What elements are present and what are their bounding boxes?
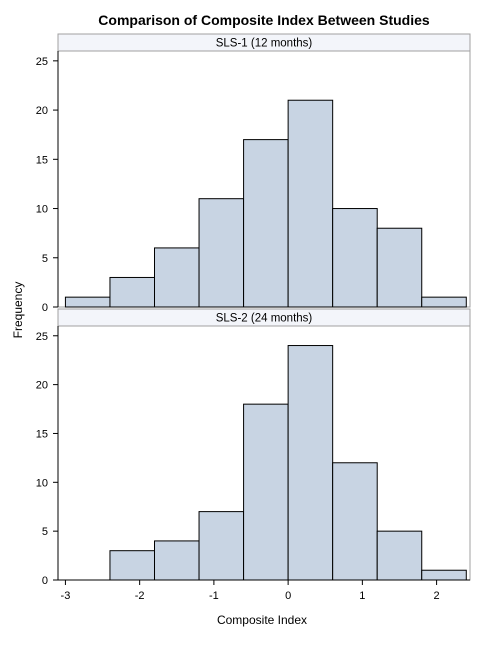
x-tick-label: -3 [61,590,71,602]
histogram-bar [109,276,156,308]
histogram-bar [198,198,245,308]
histogram-bar [376,530,423,581]
histogram-bar [109,550,156,581]
y-tick-label: 5 [42,526,48,538]
y-tick-label: 10 [36,477,48,489]
histogram-bar [421,569,467,581]
panel-header-label: SLS-2 (24 months) [216,313,313,325]
histogram-bar [332,462,378,581]
y-tick-label: 15 [36,154,48,166]
x-tick-label: -1 [209,590,219,602]
x-tick-label: 0 [285,590,291,602]
histogram-bar [243,403,289,581]
y-tick-label: 20 [36,105,48,117]
histogram-bar [198,511,245,581]
histogram-bar [243,139,289,308]
x-axis: -3 -2 -1 0 1 2 [58,579,470,602]
histogram-bar [154,540,200,581]
histogram-bar [376,227,423,308]
chart-title: Comparison of Composite Index Between St… [98,12,430,28]
panel-2: SLS-2 (24 months) 0 5 10 15 20 25 [36,308,471,587]
histogram-bar [287,99,334,308]
y-tick-label: 5 [42,253,48,265]
histogram-bar [421,296,467,308]
histogram-bar [287,345,334,581]
y-tick-label: 10 [36,204,48,216]
histogram-bar [64,296,111,308]
x-tick-label: 2 [434,590,440,602]
x-axis-label: Composite Index [217,613,307,627]
y-tick-label: 0 [42,302,48,314]
x-tick-label: -2 [135,590,145,602]
panel-header-label: SLS-1 (12 months) [216,38,313,50]
y-tick-label: 25 [36,331,48,343]
y-axis-label: Frequency [11,282,25,339]
histogram-bar [332,208,378,308]
y-tick-label: 15 [36,428,48,440]
panel-1: SLS-1 (12 months) 0 5 10 15 20 25 [36,33,471,314]
y-tick-label: 20 [36,380,48,392]
y-tick-label: 25 [36,56,48,68]
histogram-bar [154,247,200,308]
x-tick-label: 1 [359,590,365,602]
y-tick-label: 0 [42,575,48,587]
